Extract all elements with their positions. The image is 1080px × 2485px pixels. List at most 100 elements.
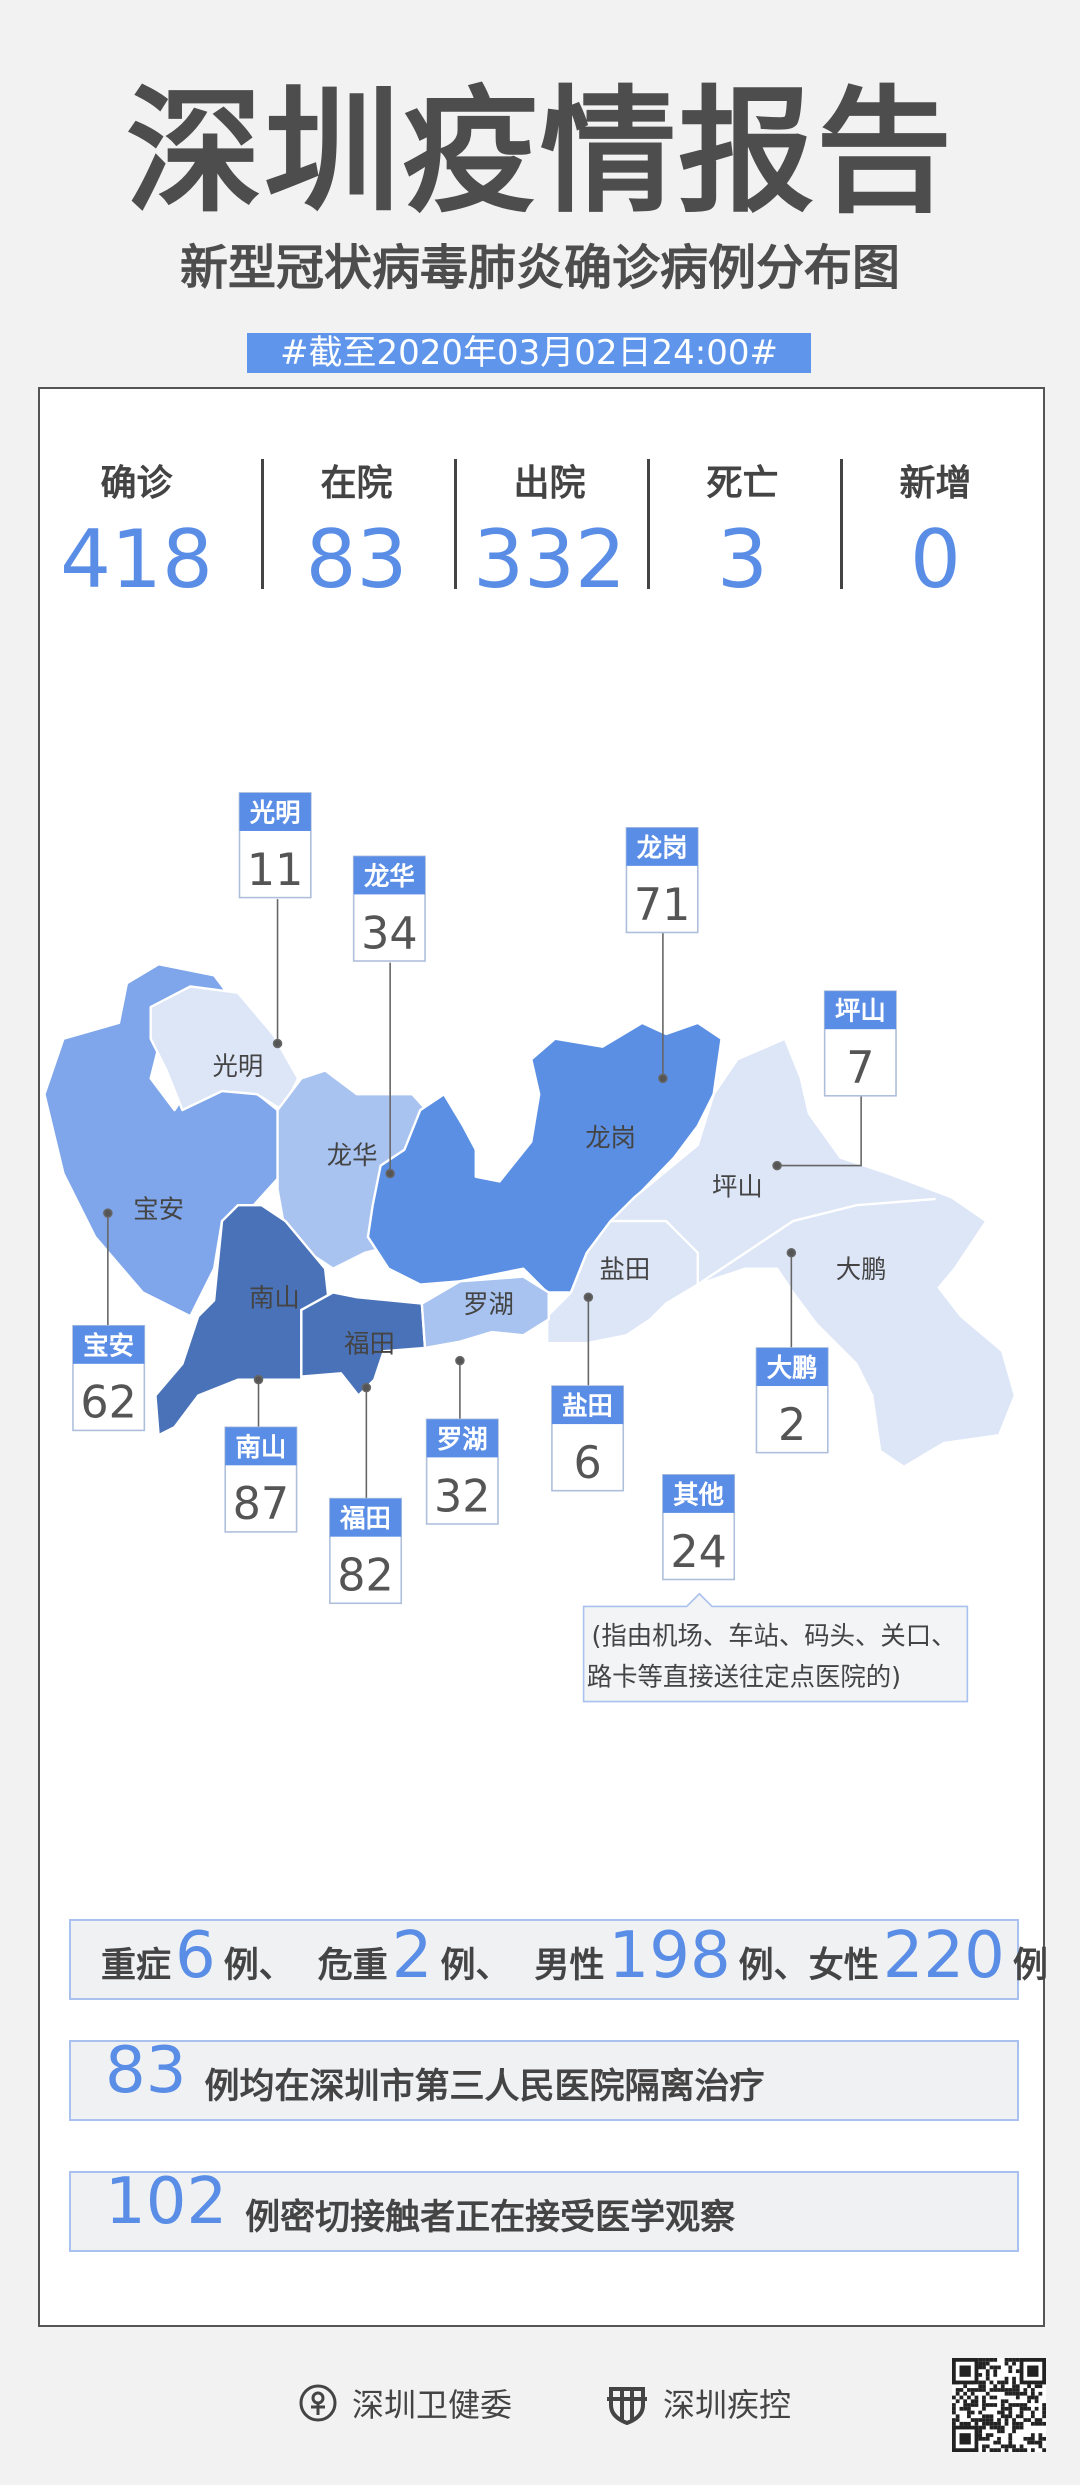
callout-9: 大鹏 2	[755, 1347, 829, 1454]
callout-name: 龙华	[364, 861, 415, 891]
callout-7: 罗湖 32	[425, 1418, 499, 1525]
callout-name: 光明	[249, 797, 301, 827]
page-subtitle: 新型冠状病毒肺炎确诊病例分布图	[179, 240, 900, 296]
note-line-1: (指由机场、车站、码头、关口、	[592, 1621, 957, 1651]
callout-1: 龙华 34	[352, 855, 426, 962]
contacts-text: 例密切接触者正在接受医学观察	[245, 2198, 736, 2238]
stat-deaths: 死亡 3	[646, 454, 839, 610]
other-note: (指由机场、车站、码头、关口、 路卡等直接送往定点医院的)	[582, 1592, 969, 1703]
stat-value: 83	[305, 513, 408, 606]
label-baoan: 宝安	[133, 1194, 184, 1224]
callout-name: 罗湖	[437, 1424, 488, 1454]
label-pingshan: 坪山	[712, 1172, 763, 1202]
leader-dot	[772, 1160, 782, 1171]
label-yantian: 盐田	[599, 1254, 650, 1284]
leader-dot	[786, 1248, 797, 1258]
callout-header	[353, 856, 426, 895]
hospital-text: 例均在深圳市第三人民医院隔离治疗	[204, 2067, 765, 2107]
callout-count: 62	[80, 1378, 137, 1429]
divider	[647, 459, 650, 589]
callout-name: 盐田	[562, 1391, 613, 1421]
stat-value: 332	[473, 513, 626, 606]
unit: 例、	[440, 1946, 511, 1986]
contacts-count: 102	[105, 2164, 228, 2239]
callout-header	[626, 827, 698, 866]
label-longgang: 龙岗	[585, 1123, 636, 1153]
unit: 例、	[738, 1946, 809, 1986]
callout-header	[72, 1325, 145, 1364]
leader-lines	[103, 899, 862, 1499]
label-longhua: 龙华	[327, 1140, 378, 1170]
callout-count: 82	[337, 1551, 393, 1602]
leader-dot	[103, 1208, 113, 1218]
stat-value: 418	[60, 513, 213, 606]
female-label: 女性	[808, 1946, 879, 1986]
org-name: 深圳疾控	[663, 2386, 792, 2424]
hospital-count: 83	[105, 2033, 187, 2108]
summary-severity-gender: 重症 6 例、 危重 2 例、 男性 198 例、 女性 220 例	[69, 1919, 1048, 2000]
summary-contacts: 102 例密切接触者正在接受医学观察	[69, 2164, 1019, 2252]
unit: 例	[1012, 1946, 1048, 1986]
org-name: 深圳卫健委	[352, 2386, 513, 2424]
cdc-shield-logo-icon	[607, 2387, 647, 2425]
region-nanshan	[154, 1204, 330, 1437]
callout-count: 34	[361, 908, 418, 959]
page-title: 深圳疫情报告	[126, 74, 954, 232]
stat-label: 死亡	[706, 463, 779, 504]
divider	[261, 459, 264, 589]
border-pingshan-dapeng	[697, 1197, 936, 1286]
critical-value: 2	[391, 1919, 433, 1993]
label-dapeng: 大鹏	[836, 1254, 887, 1284]
label-luohu: 罗湖	[463, 1289, 514, 1319]
divider	[840, 459, 843, 589]
stat-label: 新增	[899, 463, 972, 504]
region-luohu	[420, 1275, 550, 1350]
stat-discharged: 出院 332	[453, 454, 646, 610]
qr-code	[952, 2358, 1046, 2452]
label-futian: 福田	[344, 1329, 395, 1359]
male-value: 198	[608, 1919, 731, 1993]
callout-name: 南山	[236, 1432, 287, 1462]
callout-name: 龙岗	[637, 832, 688, 862]
callout-10: 其他 24	[662, 1474, 736, 1581]
callout-count: 32	[434, 1471, 490, 1522]
stat-value: 0	[910, 513, 961, 606]
region-futian	[300, 1291, 427, 1397]
divider	[454, 459, 457, 589]
leader-dot	[253, 1374, 264, 1385]
note-line-2: 路卡等直接送往定点医院的)	[587, 1662, 901, 1692]
stat-label: 确诊	[100, 463, 173, 504]
leader-line	[777, 1095, 862, 1167]
callout-header	[824, 991, 897, 1030]
callout-count: 71	[634, 880, 690, 931]
callout-name: 宝安	[83, 1330, 134, 1360]
callout-header	[239, 792, 311, 831]
region-longgang	[366, 1021, 723, 1294]
date-banner: #截至2020年03月02日24:00#	[247, 333, 811, 373]
callout-header	[551, 1386, 624, 1425]
callout-count: 2	[778, 1400, 806, 1451]
callout-count: 7	[846, 1043, 874, 1094]
callout-3: 坪山 7	[823, 990, 897, 1097]
severe-value: 6	[175, 1919, 216, 1993]
callout-count: 11	[247, 845, 303, 896]
callout-name: 坪山	[835, 996, 886, 1026]
callout-name: 大鹏	[767, 1353, 818, 1383]
callout-header	[426, 1419, 498, 1458]
leader-dot	[385, 1168, 395, 1179]
label-guangming: 光明	[213, 1051, 264, 1081]
border-yantian-pingshan	[610, 1219, 699, 1285]
stat-new: 新增 0	[839, 454, 1032, 610]
region-pingshan-yantian-dapeng	[545, 1037, 1017, 1469]
stat-label: 出院	[513, 463, 586, 504]
callout-header	[756, 1347, 828, 1387]
callout-count: 24	[670, 1527, 727, 1578]
footer-org-health-commission: 深圳卫健委	[298, 2380, 512, 2426]
female-value: 220	[882, 1919, 1005, 1993]
district-callouts: 光明 11 龙华 34 龙岗 71 坪山 7 宝安 62 南山 87 福田 82 罗湖 32 盐田 6 大鹏 2 其他 2…	[72, 792, 897, 1605]
callout-header	[225, 1427, 297, 1466]
district-name-labels: 光明 龙华 龙岗 坪山 宝安 南山 福田 罗湖 盐田 大鹏	[133, 1051, 886, 1359]
callout-5: 南山 87	[224, 1426, 298, 1533]
callout-name: 其他	[673, 1479, 724, 1509]
